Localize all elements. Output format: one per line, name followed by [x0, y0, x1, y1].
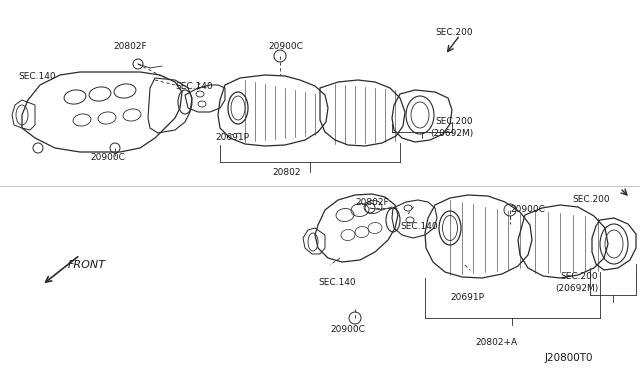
Text: 20900C: 20900C [268, 42, 303, 51]
Text: SEC.140: SEC.140 [400, 222, 438, 231]
Text: 20900C: 20900C [90, 153, 125, 162]
Text: 20691P: 20691P [215, 133, 249, 142]
Text: SEC.140: SEC.140 [18, 72, 56, 81]
Text: 20802: 20802 [272, 168, 301, 177]
Text: SEC.140: SEC.140 [175, 82, 212, 91]
Text: (20692M): (20692M) [555, 284, 598, 293]
Text: 20691P: 20691P [450, 293, 484, 302]
Text: FRONT: FRONT [68, 260, 106, 270]
Text: 20802+A: 20802+A [475, 338, 517, 347]
Text: SEC.200: SEC.200 [435, 117, 472, 126]
Text: J20800T0: J20800T0 [545, 353, 593, 363]
Text: SEC.200: SEC.200 [560, 272, 598, 281]
Text: SEC.200: SEC.200 [435, 28, 472, 37]
Text: (20692M): (20692M) [430, 129, 473, 138]
Text: SEC.200: SEC.200 [572, 195, 610, 204]
Text: SEC.140: SEC.140 [318, 278, 356, 287]
Text: 20802F: 20802F [355, 198, 388, 207]
Text: 20802F: 20802F [113, 42, 147, 51]
Text: 20900C: 20900C [330, 325, 365, 334]
Text: 20900C: 20900C [510, 205, 545, 214]
